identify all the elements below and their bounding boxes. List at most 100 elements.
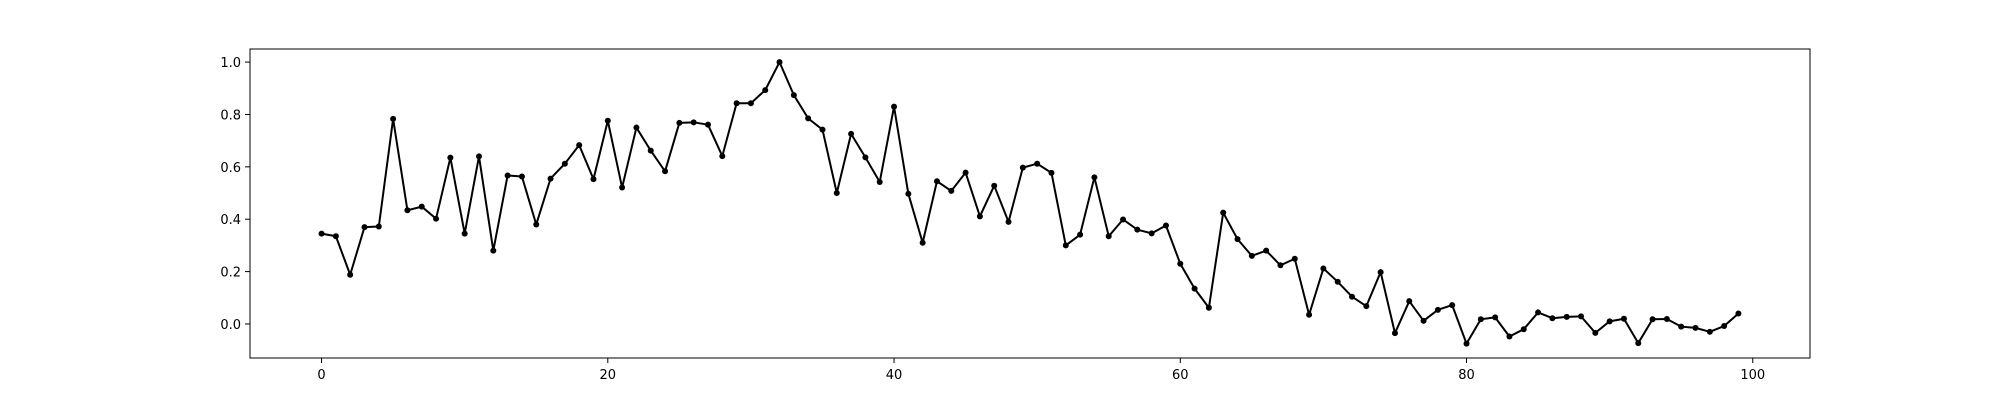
data-point	[1392, 330, 1398, 336]
data-point	[1091, 174, 1097, 180]
data-point	[1149, 230, 1155, 236]
data-point	[648, 148, 654, 154]
data-point	[1678, 324, 1684, 330]
data-point	[1034, 161, 1040, 167]
data-point	[619, 185, 625, 191]
data-point	[963, 170, 969, 176]
data-point	[1449, 302, 1455, 308]
data-point	[533, 221, 539, 227]
data-point	[934, 178, 940, 184]
y-tick-label: 0.6	[220, 161, 241, 176]
data-point	[1650, 316, 1656, 322]
data-point	[1464, 341, 1470, 347]
data-point	[991, 183, 997, 189]
x-tick-label: 60	[1172, 368, 1189, 383]
data-point	[1235, 236, 1241, 242]
data-point	[1435, 307, 1441, 313]
data-point	[805, 115, 811, 121]
y-tick-label: 0.2	[220, 266, 241, 281]
data-point	[1521, 326, 1527, 332]
data-point	[777, 59, 783, 65]
data-point	[1163, 222, 1169, 228]
data-point	[1378, 269, 1384, 275]
data-point	[1048, 170, 1054, 176]
data-point	[361, 224, 367, 230]
data-point	[347, 272, 353, 278]
data-point	[419, 204, 425, 210]
data-point	[548, 176, 554, 182]
data-point	[1277, 262, 1283, 268]
data-point	[1206, 305, 1212, 311]
data-point	[819, 127, 825, 133]
data-point	[676, 120, 682, 126]
data-point	[891, 104, 897, 110]
data-point	[1621, 316, 1627, 322]
data-point	[1249, 253, 1255, 259]
data-point	[948, 188, 954, 194]
data-point	[1535, 309, 1541, 315]
data-point	[1406, 298, 1412, 304]
data-point	[734, 100, 740, 106]
data-point	[1292, 256, 1298, 262]
data-point	[1220, 210, 1226, 216]
data-point	[505, 172, 511, 178]
data-point	[748, 100, 754, 106]
data-point	[1363, 303, 1369, 309]
data-point	[1664, 316, 1670, 322]
data-point	[1020, 165, 1026, 171]
data-point	[1006, 219, 1012, 225]
x-tick-label: 20	[600, 368, 617, 383]
data-point	[1349, 294, 1355, 300]
data-point	[1735, 310, 1741, 316]
data-point	[1492, 314, 1498, 320]
data-point	[433, 216, 439, 222]
y-tick-label: 0.4	[220, 213, 241, 228]
data-point	[848, 131, 854, 137]
data-point	[905, 191, 911, 197]
data-point	[791, 92, 797, 98]
data-point	[1120, 216, 1126, 222]
data-point	[390, 116, 396, 122]
data-point	[1721, 323, 1727, 329]
data-point	[404, 207, 410, 213]
data-point	[1177, 261, 1183, 267]
data-point	[490, 248, 496, 254]
data-point	[1063, 242, 1069, 248]
data-point	[1506, 334, 1512, 340]
data-point	[447, 155, 453, 161]
data-point	[762, 87, 768, 93]
data-point	[920, 240, 926, 246]
data-point	[462, 231, 468, 237]
data-point	[376, 224, 382, 230]
data-point	[1607, 318, 1613, 324]
data-point	[977, 213, 983, 219]
data-point	[1421, 318, 1427, 324]
data-point	[1578, 313, 1584, 319]
data-point	[1306, 312, 1312, 318]
data-point	[877, 179, 883, 185]
data-point	[1263, 248, 1269, 254]
data-point	[1693, 325, 1699, 331]
y-tick-label: 0.8	[220, 108, 241, 123]
data-point	[1635, 340, 1641, 346]
data-point	[662, 168, 668, 174]
data-point	[1077, 232, 1083, 238]
data-point	[476, 153, 482, 159]
data-point	[1478, 316, 1484, 322]
data-point	[834, 190, 840, 196]
data-point	[633, 125, 639, 131]
y-tick-label: 1.0	[220, 56, 241, 71]
data-point	[590, 176, 596, 182]
data-point	[1335, 279, 1341, 285]
data-point	[576, 142, 582, 148]
x-tick-label: 40	[886, 368, 903, 383]
data-point	[562, 161, 568, 167]
data-point	[319, 231, 325, 237]
data-point	[862, 154, 868, 160]
data-point	[1549, 315, 1555, 321]
data-point	[705, 122, 711, 128]
data-point	[519, 174, 525, 180]
data-point	[1564, 314, 1570, 320]
data-point	[1320, 265, 1326, 271]
